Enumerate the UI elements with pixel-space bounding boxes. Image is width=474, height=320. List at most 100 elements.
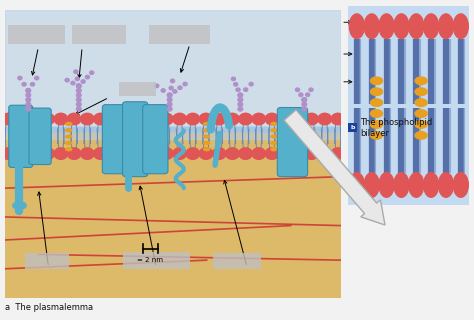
FancyBboxPatch shape [143, 105, 168, 174]
Circle shape [107, 113, 120, 125]
FancyArrow shape [284, 110, 385, 225]
Circle shape [305, 148, 318, 159]
Text: = 2 nm: = 2 nm [137, 257, 163, 263]
Circle shape [146, 148, 160, 159]
Circle shape [252, 148, 265, 159]
Circle shape [244, 88, 248, 91]
FancyBboxPatch shape [348, 123, 357, 132]
Circle shape [77, 84, 81, 88]
Circle shape [186, 113, 200, 125]
Circle shape [35, 76, 39, 80]
Circle shape [238, 93, 242, 97]
Circle shape [318, 113, 331, 125]
Ellipse shape [204, 123, 210, 125]
Circle shape [295, 88, 300, 92]
Ellipse shape [129, 129, 136, 132]
Circle shape [394, 173, 409, 197]
Circle shape [171, 79, 174, 83]
Ellipse shape [415, 77, 427, 84]
Bar [5, 133, 341, 298]
Circle shape [349, 14, 365, 38]
Circle shape [331, 113, 345, 125]
Ellipse shape [371, 88, 383, 95]
Ellipse shape [204, 135, 210, 138]
Circle shape [26, 89, 31, 92]
Circle shape [81, 113, 94, 125]
Circle shape [379, 14, 394, 38]
Circle shape [309, 88, 313, 92]
FancyBboxPatch shape [119, 82, 156, 96]
FancyBboxPatch shape [288, 47, 341, 61]
Circle shape [67, 148, 81, 159]
Ellipse shape [66, 148, 72, 151]
Circle shape [394, 14, 409, 38]
FancyBboxPatch shape [25, 253, 69, 269]
Bar [5, 129, 341, 136]
Ellipse shape [371, 121, 383, 128]
Circle shape [278, 148, 292, 159]
Circle shape [146, 113, 160, 125]
Bar [5, 132, 341, 138]
Bar [5, 133, 341, 139]
Circle shape [160, 113, 173, 125]
Circle shape [173, 90, 177, 93]
Bar [5, 127, 341, 133]
Circle shape [331, 148, 345, 159]
Circle shape [15, 113, 28, 125]
Bar [5, 130, 341, 136]
Circle shape [41, 148, 55, 159]
Circle shape [161, 89, 165, 92]
Ellipse shape [66, 123, 72, 125]
Circle shape [236, 88, 240, 92]
Circle shape [75, 77, 79, 81]
Circle shape [302, 98, 306, 101]
Circle shape [77, 84, 81, 88]
Ellipse shape [415, 110, 427, 117]
Circle shape [77, 84, 81, 88]
Circle shape [234, 83, 238, 86]
Circle shape [424, 14, 438, 38]
Circle shape [167, 98, 172, 102]
Bar [5, 129, 341, 135]
Ellipse shape [415, 99, 427, 106]
FancyBboxPatch shape [288, 75, 341, 89]
FancyBboxPatch shape [277, 108, 308, 177]
Circle shape [238, 93, 242, 97]
Ellipse shape [129, 141, 136, 144]
Bar [5, 132, 341, 139]
FancyBboxPatch shape [213, 253, 261, 269]
Ellipse shape [415, 132, 427, 139]
Circle shape [318, 148, 331, 159]
Circle shape [81, 80, 85, 83]
FancyBboxPatch shape [102, 105, 128, 174]
FancyBboxPatch shape [8, 25, 65, 44]
Circle shape [167, 102, 172, 106]
FancyBboxPatch shape [122, 252, 190, 269]
Circle shape [167, 107, 172, 111]
Circle shape [239, 148, 252, 159]
Circle shape [26, 93, 31, 97]
Ellipse shape [271, 141, 277, 144]
Circle shape [85, 76, 90, 79]
Circle shape [302, 107, 307, 111]
FancyBboxPatch shape [288, 15, 341, 30]
Circle shape [212, 113, 226, 125]
Ellipse shape [371, 132, 383, 139]
Circle shape [239, 113, 252, 125]
Circle shape [26, 89, 30, 92]
Circle shape [107, 148, 120, 159]
Circle shape [76, 107, 81, 111]
Circle shape [183, 82, 187, 86]
Circle shape [76, 102, 81, 106]
Circle shape [54, 113, 68, 125]
Circle shape [30, 83, 35, 86]
Circle shape [120, 113, 134, 125]
Circle shape [364, 173, 379, 197]
Circle shape [15, 148, 28, 159]
Circle shape [41, 113, 55, 125]
Ellipse shape [66, 135, 72, 138]
Circle shape [238, 93, 243, 97]
Circle shape [94, 113, 107, 125]
Ellipse shape [129, 123, 136, 125]
Bar [5, 128, 341, 135]
